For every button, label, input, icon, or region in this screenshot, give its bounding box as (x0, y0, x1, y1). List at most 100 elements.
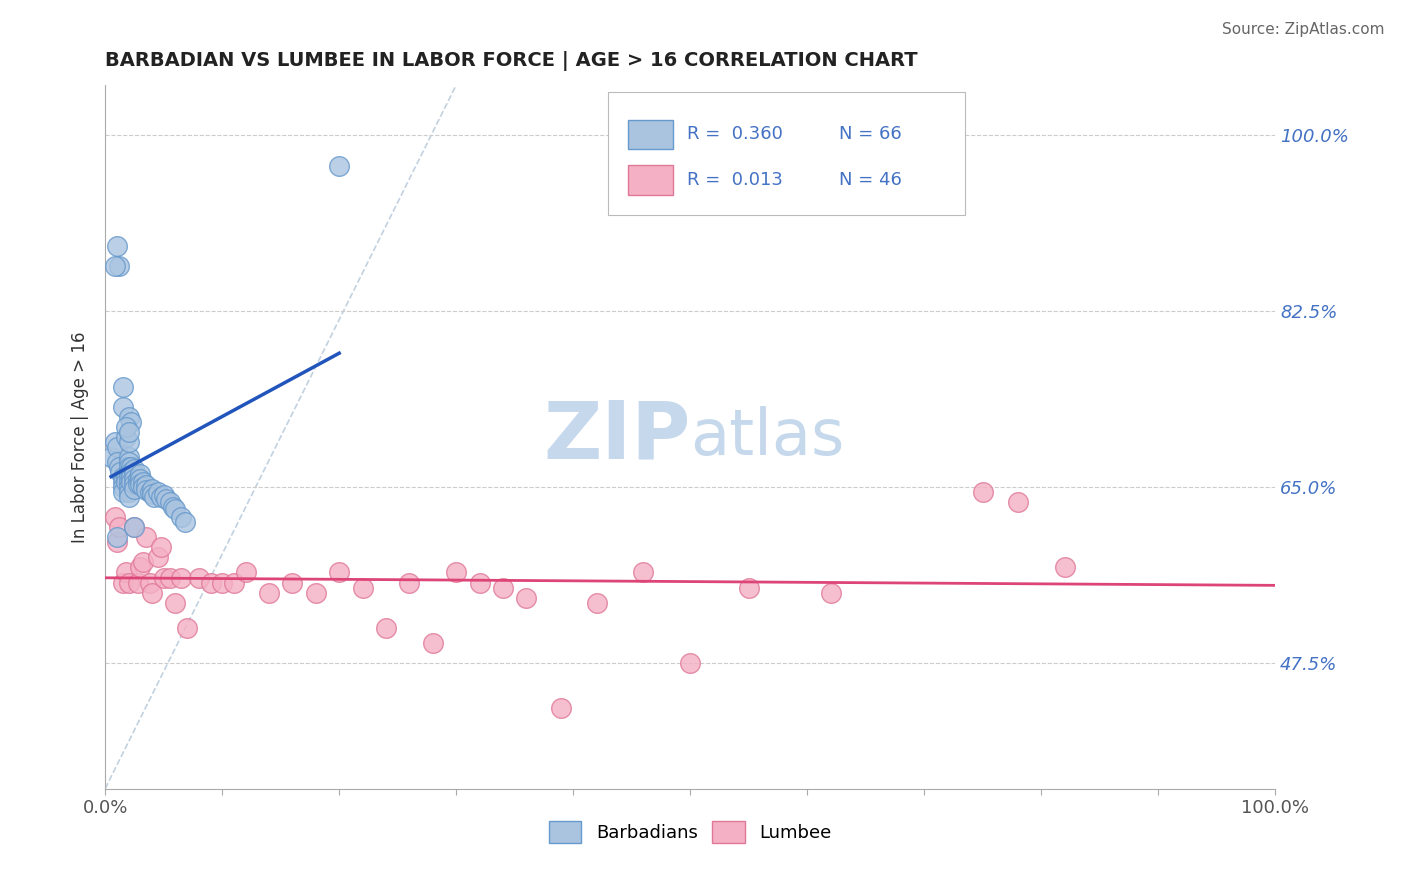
Point (117, 434, 139, 449)
Point (972, 485, 994, 500)
Point (150, 541, 173, 555)
Point (152, 488, 174, 502)
Point (679, 656, 702, 670)
Point (165, 596, 187, 610)
Point (143, 490, 166, 504)
Point (117, 490, 139, 504)
Point (117, 409, 139, 424)
Point (117, 575, 139, 590)
Point (146, 550, 169, 565)
Point (120, 470, 142, 484)
Point (120, 475, 142, 489)
Point (492, 581, 515, 595)
Point (117, 470, 139, 484)
Point (108, 460, 131, 475)
Point (129, 472, 152, 486)
Point (124, 477, 146, 491)
Point (124, 467, 146, 481)
Point (398, 575, 420, 590)
Point (141, 585, 163, 599)
Point (124, 520, 146, 534)
Point (108, 259, 131, 273)
Point (585, 596, 607, 610)
Point (152, 570, 174, 584)
Point (103, 510, 125, 524)
Point (146, 485, 169, 500)
Point (131, 556, 153, 570)
Point (117, 450, 139, 464)
Point (124, 472, 146, 486)
Point (187, 570, 209, 584)
Text: BARBADIAN VS LUMBEE IN LABOR FORCE | AGE > 16 CORRELATION CHART: BARBADIAN VS LUMBEE IN LABOR FORCE | AGE… (105, 51, 918, 70)
Point (115, 430, 138, 444)
Point (115, 470, 138, 484)
Point (173, 515, 195, 529)
Point (115, 566, 138, 580)
Point (281, 575, 304, 590)
Point (820, 585, 842, 599)
Point (111, 485, 134, 500)
Point (328, 566, 350, 580)
Point (170, 510, 193, 524)
Point (108, 520, 131, 534)
Point (176, 621, 198, 635)
Point (117, 465, 139, 479)
Point (170, 570, 193, 584)
Text: atlas: atlas (690, 406, 845, 467)
Point (111, 400, 134, 414)
Point (127, 477, 149, 491)
Text: ZIP: ZIP (543, 398, 690, 475)
Text: R =  0.013: R = 0.013 (686, 171, 783, 189)
Point (235, 566, 257, 580)
Text: N = 66: N = 66 (839, 126, 901, 144)
Text: N = 46: N = 46 (839, 171, 901, 189)
Y-axis label: In Labor Force | Age > 16: In Labor Force | Age > 16 (72, 331, 89, 542)
Point (129, 560, 152, 574)
Point (100, 450, 122, 464)
Legend: Barbadians, Lumbee: Barbadians, Lumbee (548, 821, 831, 843)
Point (422, 636, 444, 650)
Point (375, 621, 398, 635)
Text: Source: ZipAtlas.com: Source: ZipAtlas.com (1222, 22, 1385, 37)
Point (211, 575, 233, 590)
Point (138, 575, 160, 590)
Point (129, 467, 152, 481)
Point (111, 470, 134, 484)
Point (115, 419, 138, 434)
Point (141, 482, 163, 496)
FancyBboxPatch shape (609, 92, 965, 215)
Point (444, 566, 467, 580)
Point (115, 475, 138, 489)
Point (105, 530, 128, 544)
Point (117, 475, 139, 489)
Point (127, 575, 149, 590)
Point (111, 475, 134, 489)
FancyBboxPatch shape (628, 120, 672, 149)
Point (150, 490, 173, 504)
Point (159, 495, 181, 509)
Point (105, 239, 128, 253)
Point (124, 520, 146, 534)
Point (138, 485, 160, 500)
Point (328, 159, 350, 173)
Point (222, 575, 245, 590)
Point (737, 581, 759, 595)
Text: R =  0.360: R = 0.360 (686, 126, 783, 144)
Point (131, 480, 153, 494)
Point (135, 483, 157, 497)
Point (117, 460, 139, 475)
Point (257, 585, 280, 599)
Point (120, 465, 142, 479)
Point (111, 379, 134, 393)
Point (111, 480, 134, 494)
Point (127, 472, 149, 486)
Point (159, 570, 181, 584)
Point (135, 530, 157, 544)
Point (155, 492, 177, 507)
Point (1007, 495, 1029, 509)
Point (105, 535, 128, 549)
Point (105, 440, 128, 454)
Point (124, 462, 146, 476)
Point (515, 591, 537, 605)
Point (117, 455, 139, 469)
